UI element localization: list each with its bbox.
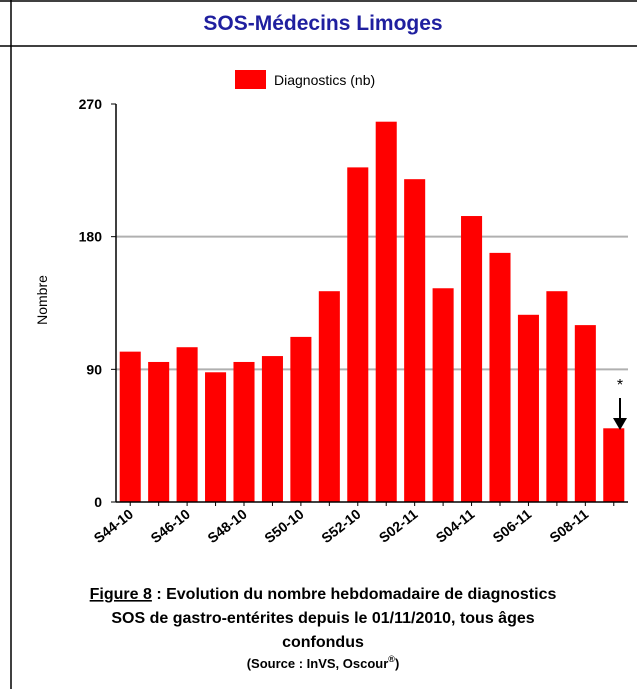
bar: [603, 428, 625, 502]
legend-label: Diagnostics (nb): [274, 72, 375, 88]
source: (Source : InVS, Oscour®): [247, 654, 400, 671]
y-tick-label: 270: [79, 96, 103, 112]
x-tick-label: S02-11: [376, 506, 421, 546]
bar: [347, 167, 369, 502]
bar: [461, 216, 483, 502]
source-end: ): [395, 656, 399, 671]
x-tick-label: S08-11: [546, 506, 591, 546]
bar: [119, 351, 141, 502]
y-tick-label: 90: [86, 361, 102, 377]
x-tick-label: S06-11: [489, 506, 534, 546]
bar: [517, 314, 539, 502]
plot: 0 90 180 270 S44-10 S46-10 S48-10 S50-10 S52-10 S…: [79, 96, 628, 546]
caption-line: Figure 8 : Evolution du nombre hebdomada…: [90, 586, 557, 603]
bar: [261, 356, 283, 502]
bar: [432, 288, 454, 502]
y-tick-label: 180: [79, 229, 103, 245]
legend-swatch: [235, 70, 266, 89]
annotation: *: [617, 377, 623, 394]
x-tick-label: S46-10: [148, 506, 194, 547]
caption-line: SOS de gastro-entérites depuis le 01/11/…: [111, 610, 534, 627]
header-title: SOS-Médecins Limoges: [203, 12, 442, 35]
bar: [546, 291, 568, 502]
bar: [205, 372, 227, 502]
source-text: (Source : InVS, Oscour: [247, 656, 389, 671]
bar: [404, 179, 426, 502]
bar: [489, 252, 511, 502]
x-tick-label: S44-10: [91, 506, 137, 547]
figure-label: Figure 8: [90, 586, 152, 603]
source-sup: ®: [388, 654, 395, 664]
bar: [148, 361, 170, 502]
bar: [375, 121, 397, 502]
bar: [233, 361, 255, 502]
bar: [290, 336, 312, 502]
y-axis-label: Nombre: [34, 275, 50, 325]
x-tick-label: S04-11: [433, 506, 478, 546]
x-tick-label: S50-10: [261, 506, 307, 547]
bar: [574, 325, 596, 502]
bar: [318, 291, 340, 502]
caption-line: confondus: [282, 634, 364, 651]
bar: [176, 347, 198, 502]
y-tick-label: 0: [94, 494, 102, 510]
x-tick-label: S52-10: [318, 506, 364, 547]
arrow-head: [613, 418, 627, 430]
x-tick-label: S48-10: [204, 506, 250, 547]
caption-text: : Evolution du nombre hebdomadaire de di…: [152, 586, 557, 603]
